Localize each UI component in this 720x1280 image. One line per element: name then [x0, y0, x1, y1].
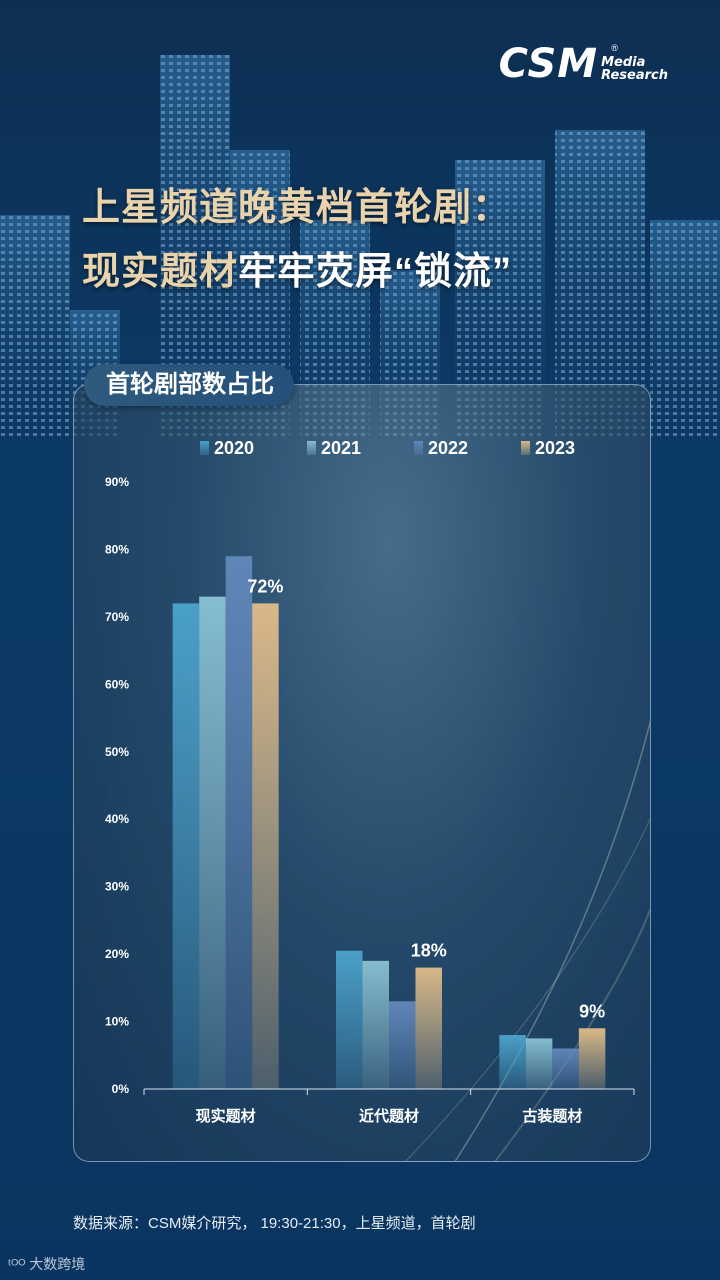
registered-mark: ®: [611, 43, 618, 53]
title-line-2: 现实题材牢牢荧屏“锁流”: [82, 240, 512, 295]
panel-light-streaks: [405, 719, 650, 1161]
panel-tag: 首轮剧部数占比: [84, 364, 294, 406]
title-line-2-highlight: 现实题材: [82, 251, 239, 293]
watermark: ᵗᴼᴼ 大数跨境: [8, 1254, 85, 1274]
title-line-1: 上星频道晚黄档首轮剧：: [82, 187, 512, 229]
watermark-text: 大数跨境: [29, 1256, 86, 1272]
logo-main-text: CSM: [498, 41, 599, 87]
title-line-2-rest: 牢牢荧屏“锁流”: [238, 251, 513, 293]
data-source-note: 数据来源：CSM媒介研究， 19:30-21:30，上星频道，首轮剧: [73, 1215, 476, 1232]
logo-sub-line2: Research: [601, 68, 668, 83]
chart-panel: [73, 384, 651, 1162]
csm-logo: CSM Media Research ®: [499, 40, 668, 90]
logo-subtext: Media Research: [601, 56, 668, 82]
watermark-icon: ᵗᴼᴼ: [8, 1256, 26, 1272]
logo-sub-line1: Media: [601, 55, 646, 70]
